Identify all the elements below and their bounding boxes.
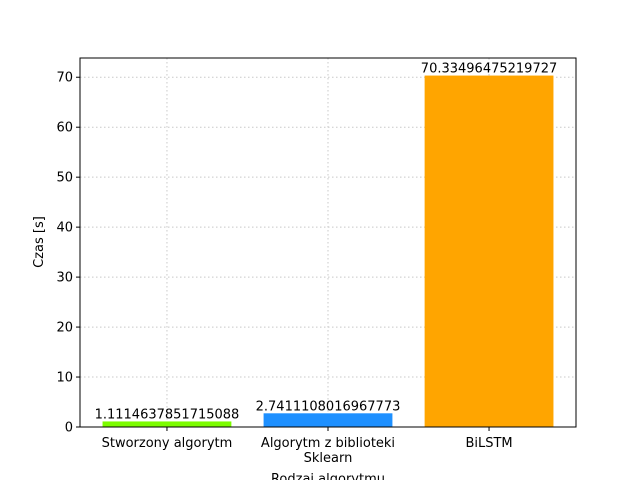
y-axis-label: Czas [s] <box>32 216 47 268</box>
bar <box>102 421 232 427</box>
x-tick-label: Algorytm z biblioteki Sklearn <box>261 436 395 466</box>
x-tick-label: Stworzony algorytm <box>102 436 233 451</box>
y-tick-label: 60 <box>56 121 73 136</box>
plot-frame <box>79 57 577 428</box>
bar <box>424 75 554 427</box>
x-tick-label: BiLSTM <box>465 436 512 451</box>
y-tick-label: 70 <box>56 71 73 86</box>
value-label: 1.1114637851715088 <box>95 407 240 422</box>
y-tick-label: 10 <box>56 371 73 386</box>
y-tick-label: 50 <box>56 171 73 186</box>
y-tick-label: 20 <box>56 321 73 336</box>
bar <box>263 413 393 427</box>
value-label: 70.33496475219727 <box>421 62 557 77</box>
y-tick-label: 40 <box>56 221 73 236</box>
y-tick-label: 30 <box>56 271 73 286</box>
value-label: 2.7411108016967773 <box>256 399 401 414</box>
x-axis-label: Rodzaj algorytmu <box>271 472 385 480</box>
y-tick-label: 0 <box>65 421 73 436</box>
